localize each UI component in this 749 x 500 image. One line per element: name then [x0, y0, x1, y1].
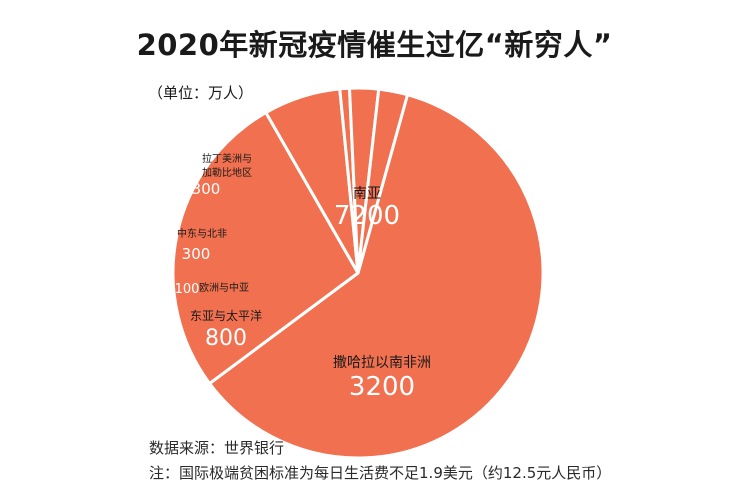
slice-label-1: 南亚	[353, 186, 381, 202]
slice-label-5: 中东与北非	[177, 227, 227, 240]
slice-label-3: 东亚与太平洋	[190, 308, 262, 323]
slice-label-2: 撒哈拉以南非洲	[333, 355, 431, 371]
slice-value-4: 100	[175, 282, 200, 297]
footnote: 注：国际极端贫困标准为每日生活费不足1.9美元（约12.5元人民币）	[149, 462, 611, 483]
slice-label-6-line-2: 加勒比地区	[202, 166, 252, 179]
source-note: 数据来源：世界银行	[149, 437, 284, 458]
slice-label-4: 欧洲与中亚	[199, 281, 249, 294]
slice-value-1: 7200	[334, 201, 400, 231]
slice-value-2: 3200	[349, 372, 415, 402]
slice-value-3: 800	[205, 326, 247, 351]
slice-value-6: 300	[192, 180, 221, 198]
slice-value-5: 300	[182, 245, 211, 263]
slice-label-6-line-1: 拉丁美洲与	[202, 152, 252, 165]
